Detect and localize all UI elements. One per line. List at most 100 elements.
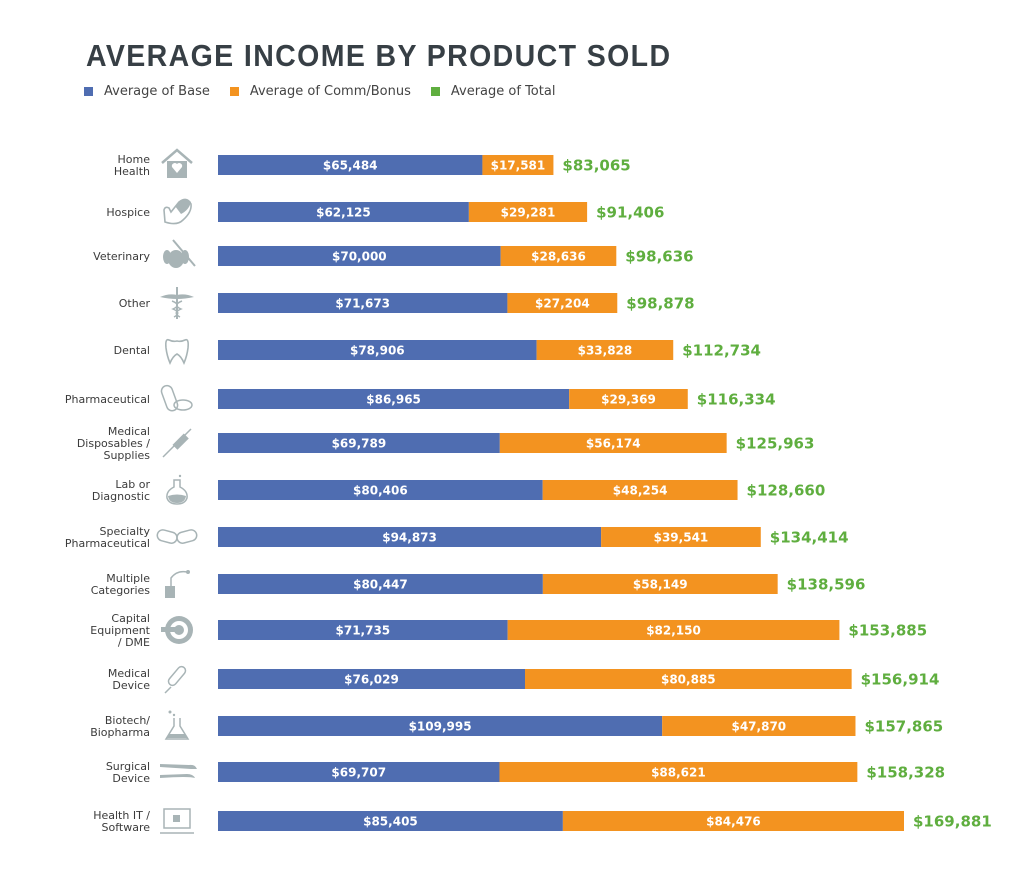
chart-row: Lab or Diagnostic $80,406 $48,254 $128,660 <box>92 474 825 505</box>
category-label-line: Multiple <box>106 572 150 585</box>
category-label: Medical Disposables / Supplies <box>77 425 150 462</box>
total-label: $156,914 <box>861 671 940 689</box>
category-label-line: Veterinary <box>93 250 150 263</box>
bar-base <box>218 574 543 594</box>
bar-comm-label: $88,621 <box>651 766 706 780</box>
total-label: $98,878 <box>626 295 694 313</box>
bar-base <box>218 293 508 313</box>
category-label-line: Specialty <box>100 525 151 538</box>
bar-base-label: $69,707 <box>331 766 386 780</box>
category-label-line: Device <box>112 772 150 785</box>
bar-base <box>218 480 543 500</box>
category-label-line: Pharmaceutical <box>65 537 150 550</box>
legend: Average of Base Average of Comm/Bonus Av… <box>84 84 555 99</box>
bar-base-label: $70,000 <box>332 250 387 264</box>
bar-comm-label: $39,541 <box>654 531 709 545</box>
caduceus-icon <box>160 287 194 319</box>
category-label-line: Home <box>118 153 151 166</box>
home-health-icon <box>161 148 193 178</box>
bar-comm <box>536 340 674 360</box>
laptop-icon <box>160 808 194 834</box>
category-label-line: Capital <box>111 612 150 625</box>
bar-base-label: $85,405 <box>363 815 418 829</box>
category-label: Biotech/Biopharma <box>90 714 150 739</box>
beaker-icon <box>164 710 190 740</box>
category-label-line: Medical <box>108 425 150 438</box>
bar-base <box>218 620 508 640</box>
bar-base <box>218 716 663 736</box>
bar-comm-label: $56,174 <box>586 437 641 451</box>
chart-row: Hospice $62,125 $29,281 $91,406 <box>106 198 664 225</box>
total-label: $83,065 <box>562 157 630 175</box>
chart-row: Dental $78,906 $33,828 $112,734 <box>114 338 761 366</box>
chart-row: Home Health $65,484 $17,581 $83,065 <box>114 148 631 178</box>
bar-base-label: $109,995 <box>409 720 472 734</box>
legend-swatch-base <box>84 87 93 96</box>
category-label-line: Supplies <box>103 449 150 462</box>
bar-comm <box>562 811 904 831</box>
bar-comm-label: $27,204 <box>535 297 590 311</box>
pill-icon <box>160 384 193 412</box>
category-label-line: / DME <box>118 636 150 649</box>
legend-item-total: Average of Total <box>430 84 556 99</box>
bar-comm <box>468 202 588 222</box>
legend-swatch-total <box>430 87 440 96</box>
bar-comm <box>499 433 727 453</box>
chart-row: Other $71,673 $27,204 $98,878 <box>119 287 695 319</box>
bar-comm-label: $47,870 <box>731 720 786 734</box>
bar-comm <box>569 389 688 409</box>
chart-row: Pharmaceutical $86,965 $29,369 $116,334 <box>65 384 776 412</box>
dog-syringe-icon <box>163 239 196 268</box>
legend-swatch-comm <box>229 87 239 96</box>
bar-comm <box>662 716 856 736</box>
total-label: $112,734 <box>682 342 761 360</box>
chart-row: Medical Disposables / Supplies $69,789 $56,1… <box>77 425 815 462</box>
total-label: $125,963 <box>736 435 815 453</box>
bar-base <box>218 811 563 831</box>
total-label: $157,865 <box>864 718 943 736</box>
category-label-line: Hospice <box>106 206 150 219</box>
flask-icon <box>166 474 188 505</box>
category-label-line: Pharmaceutical <box>65 393 150 406</box>
category-label-line: Device <box>112 679 150 692</box>
bar-base <box>218 389 570 409</box>
bar-comm <box>482 155 554 175</box>
chart-row: Multiple Categories $80,447 $58,149 $138,596 <box>91 570 865 598</box>
total-label: $153,885 <box>848 622 927 640</box>
bar-base <box>218 246 501 266</box>
category-label-line: Categories <box>91 584 151 597</box>
syringe-icon <box>162 428 192 458</box>
total-label: $116,334 <box>697 391 776 409</box>
chart-title: AVERAGE INCOME BY PRODUCT SOLD <box>86 38 672 73</box>
category-label: Health IT / Software <box>93 809 150 834</box>
category-label-line: Biopharma <box>90 726 150 739</box>
category-label-line: Biotech/ <box>105 714 150 727</box>
bar-comm-label: $29,369 <box>601 393 656 407</box>
bar-base <box>218 433 500 453</box>
mri-scanner-icon <box>161 616 193 644</box>
bar-comm-label: $80,885 <box>661 673 716 687</box>
bar-base <box>218 340 537 360</box>
legend-item-comm: Average of Comm/Bonus <box>229 84 411 99</box>
category-label-line: Equipment <box>90 624 150 637</box>
chart-row: Health IT / Software $85,405 $84,476 $169,88… <box>93 808 992 834</box>
category-label-line: Disposables / <box>77 437 150 450</box>
category-label-line: Diagnostic <box>92 490 150 503</box>
category-label: Surgical Device <box>106 760 150 785</box>
legend-label-total: Average of Total <box>450 84 556 99</box>
bar-base-label: $69,789 <box>332 437 387 451</box>
bar-comm <box>500 246 617 266</box>
bar-comm <box>499 762 858 782</box>
bar-base <box>218 155 483 175</box>
category-label: Pharmaceutical <box>65 393 150 406</box>
category-label: Capital Equipment / DME <box>90 612 150 649</box>
total-label: $134,414 <box>770 529 849 547</box>
bar-comm <box>507 620 840 640</box>
bar-comm <box>507 293 618 313</box>
category-label: Home Health <box>114 153 150 178</box>
bar-base-label: $62,125 <box>316 206 371 220</box>
equipment-icon <box>165 570 190 598</box>
bar-comm-label: $84,476 <box>706 815 761 829</box>
bar-comm-label: $58,149 <box>633 578 688 592</box>
